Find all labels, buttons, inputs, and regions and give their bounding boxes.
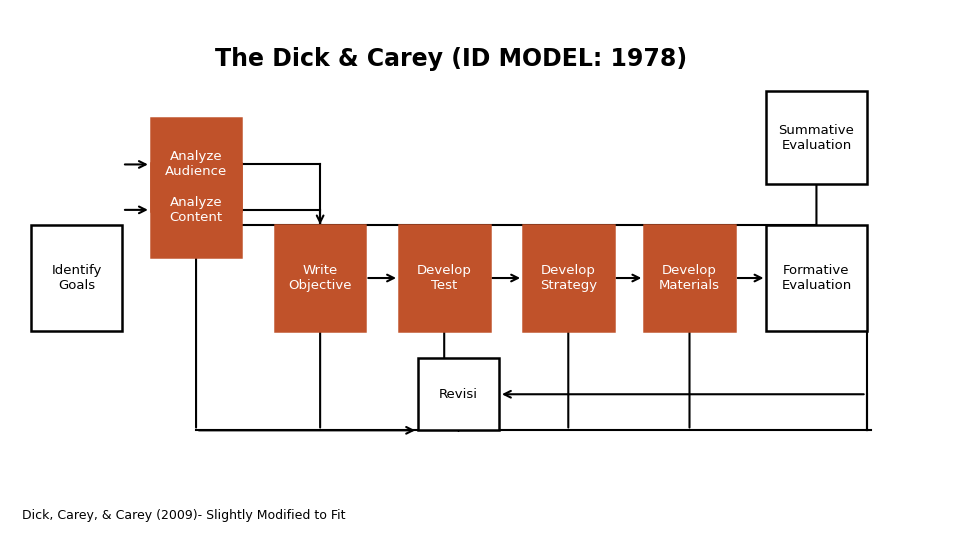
FancyBboxPatch shape bbox=[766, 91, 867, 185]
Text: Develop
Materials: Develop Materials bbox=[659, 264, 720, 292]
FancyBboxPatch shape bbox=[644, 225, 734, 332]
Text: Summative
Evaluation: Summative Evaluation bbox=[779, 124, 854, 152]
Text: Revisi: Revisi bbox=[439, 388, 478, 401]
Text: Dick, Carey, & Carey (2009)- Slightly Modified to Fit: Dick, Carey, & Carey (2009)- Slightly Mo… bbox=[22, 509, 346, 522]
Text: Formative
Evaluation: Formative Evaluation bbox=[781, 264, 852, 292]
FancyBboxPatch shape bbox=[398, 225, 490, 332]
Text: Analyze
Content: Analyze Content bbox=[170, 196, 223, 224]
Text: Develop
Strategy: Develop Strategy bbox=[540, 264, 597, 292]
FancyBboxPatch shape bbox=[418, 358, 499, 430]
FancyBboxPatch shape bbox=[275, 225, 366, 332]
FancyBboxPatch shape bbox=[151, 163, 241, 256]
FancyBboxPatch shape bbox=[32, 225, 122, 332]
Text: Write
Objective: Write Objective bbox=[288, 264, 352, 292]
Text: Analyze
Audience: Analyze Audience bbox=[165, 151, 228, 178]
FancyBboxPatch shape bbox=[523, 225, 613, 332]
FancyBboxPatch shape bbox=[766, 225, 867, 332]
Text: Develop
Test: Develop Test bbox=[417, 264, 471, 292]
FancyBboxPatch shape bbox=[151, 118, 241, 211]
Text: The Dick & Carey (ID MODEL: 1978): The Dick & Carey (ID MODEL: 1978) bbox=[215, 47, 687, 71]
Text: Identify
Goals: Identify Goals bbox=[52, 264, 102, 292]
